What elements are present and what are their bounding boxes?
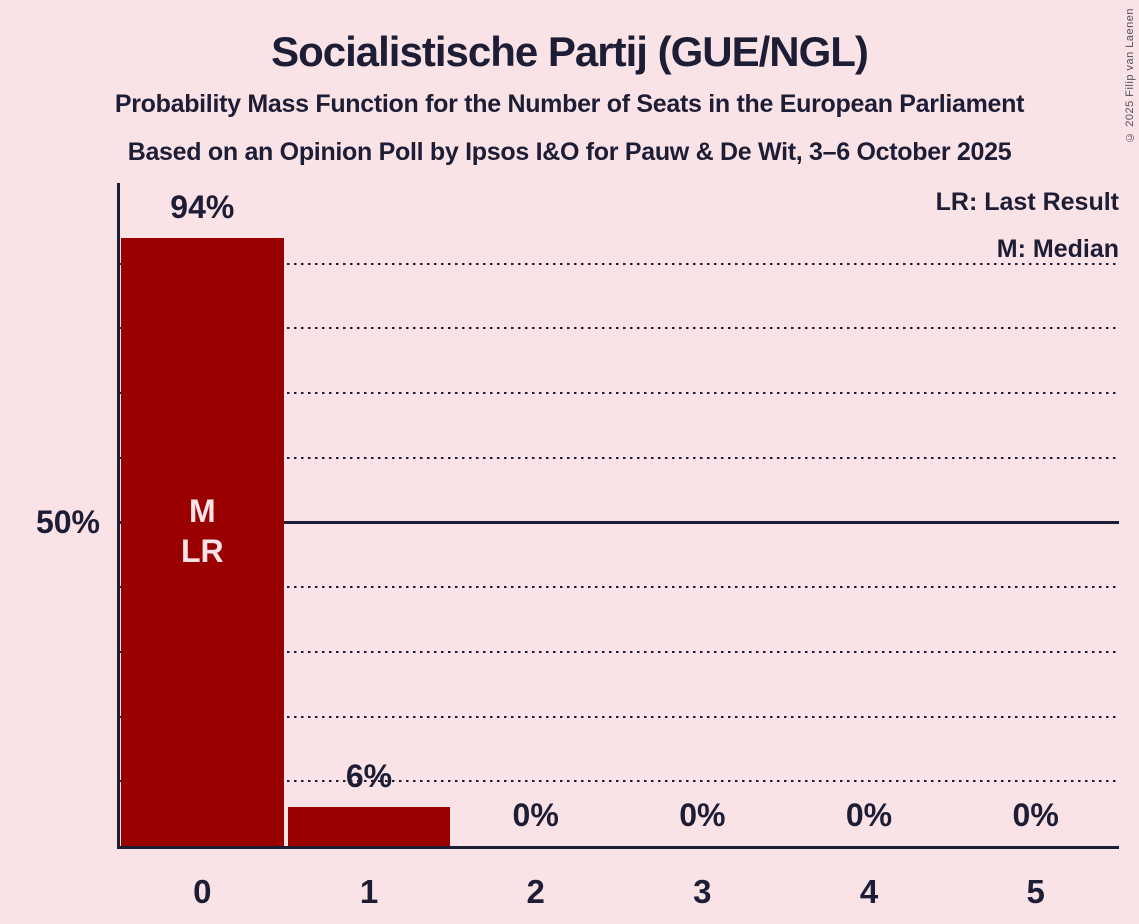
bar-value-label-seat-2: 0% xyxy=(512,797,559,833)
bar-value-label-seat-5: 0% xyxy=(1012,797,1059,833)
gridline-70pct xyxy=(119,392,1119,395)
x-tick-label-seat-5: 5 xyxy=(1026,873,1045,910)
bar-annotation-m: M xyxy=(189,493,216,529)
legend-median: M: Median xyxy=(996,235,1119,263)
x-tick-label-seat-4: 4 xyxy=(859,873,879,910)
legend-last-result: LR: Last Result xyxy=(935,188,1119,216)
y-axis-label: 50% xyxy=(35,504,100,540)
bar-value-label-seat-4: 0% xyxy=(845,797,893,833)
x-tick-label-seat-3: 3 xyxy=(693,873,712,910)
y-axis-line xyxy=(117,183,120,849)
bar-annotation-lr: LR xyxy=(181,533,224,569)
gridline-10pct xyxy=(119,780,1119,783)
bar-value-label-seat-0: 94% xyxy=(170,189,235,225)
x-tick-label-seat-0: 0 xyxy=(193,873,212,910)
bar-value-label-seat-3: 0% xyxy=(679,797,726,833)
bar-annotation-median-lastresult: M LR xyxy=(122,491,282,571)
x-axis-line xyxy=(117,846,1119,849)
copyright-notice: © 2025 Filip van Laenen xyxy=(1124,8,1136,143)
gridline-40pct xyxy=(119,586,1119,589)
chart-title: Socialistische Partij (GUE/NGL) xyxy=(271,28,869,75)
gridline-30pct xyxy=(119,650,1119,653)
gridline-90pct xyxy=(119,262,1119,265)
x-tick-label-seat-2: 2 xyxy=(526,873,545,910)
gridline-50pct-solid xyxy=(119,521,1119,524)
bar-seat-0 xyxy=(121,238,284,846)
bar-value-label-seat-1: 6% xyxy=(345,758,393,794)
gridline-60pct xyxy=(119,456,1119,459)
bar-seat-1 xyxy=(287,807,451,846)
x-tick-label-seat-1: 1 xyxy=(359,873,379,910)
chart-subtitle: Probability Mass Function for the Number… xyxy=(114,90,1025,118)
gridline-20pct xyxy=(119,715,1119,718)
gridline-80pct xyxy=(119,327,1119,330)
chart-source-line: Based on an Opinion Poll by Ipsos I&O fo… xyxy=(127,138,1012,166)
